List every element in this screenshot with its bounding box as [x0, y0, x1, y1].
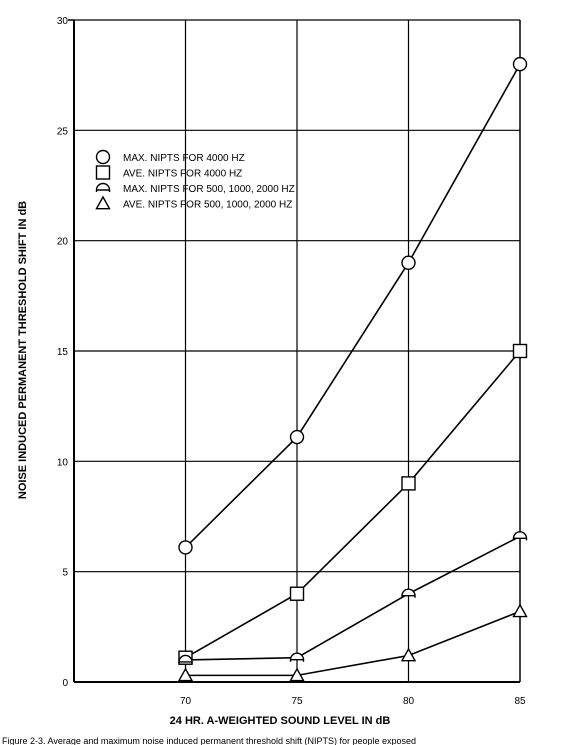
y-tick-label: 25 [57, 126, 69, 137]
tick-labels: 0 5 10 15 20 25 30 70 75 80 85 [57, 16, 526, 707]
legend-item: AVE. NIPTS FOR 500, 1000, 2000 HZ [95, 195, 292, 211]
data-point [401, 588, 416, 598]
series-4 [177, 603, 528, 682]
x-tick-label: 75 [291, 696, 303, 707]
data-point [512, 56, 528, 72]
data-point [289, 429, 305, 445]
data-point [401, 255, 416, 270]
data-point [400, 647, 417, 662]
y-tick-label: 15 [57, 347, 69, 358]
figure-caption: Figure 2-3. Average and maximum noise in… [2, 736, 416, 745]
y-tick-label: 30 [57, 16, 69, 27]
data-point [178, 540, 193, 555]
data-point [512, 531, 528, 541]
legend-label: MAX. NIPTS FOR 4000 HZ [123, 153, 245, 164]
y-tick-label: 5 [62, 568, 68, 579]
data-point [512, 603, 528, 618]
x-tick-label: 85 [514, 696, 526, 707]
legend-marker [95, 165, 111, 180]
x-tick-label: 80 [403, 696, 415, 707]
series-line [184, 63, 521, 548]
legend-label: AVE. NIPTS FOR 4000 HZ [123, 169, 242, 180]
data-point [289, 652, 305, 662]
legend-item: AVE. NIPTS FOR 4000 HZ [95, 165, 242, 180]
legend-item: MAX. NIPTS FOR 500, 1000, 2000 HZ [95, 182, 295, 195]
legend-item: MAX. NIPTS FOR 4000 HZ [95, 149, 245, 165]
series-line [185, 610, 521, 677]
x-axis-label: 24 HR. A-WEIGHTED SOUND LEVEL IN dB [170, 715, 391, 727]
series-layer [177, 56, 528, 682]
series-2 [178, 343, 528, 665]
series-1 [178, 56, 528, 555]
series-3 [178, 531, 528, 664]
legend-marker [95, 182, 111, 192]
y-axis-label: NOISE INDUCED PERMANENT THRESHOLD SHIFT … [17, 201, 29, 499]
legend-label: AVE. NIPTS FOR 500, 1000, 2000 HZ [123, 200, 292, 211]
data-point [289, 586, 305, 601]
data-point [177, 667, 194, 682]
legend-marker [95, 195, 111, 210]
y-tick-label: 0 [62, 678, 68, 689]
y-tick-label: 20 [57, 237, 69, 248]
grid [74, 19, 520, 682]
y-tick-label: 10 [57, 457, 69, 468]
legend-marker [95, 149, 111, 165]
legend: MAX. NIPTS FOR 4000 HZ AVE. NIPTS FOR 400… [95, 149, 295, 211]
data-point [289, 667, 305, 682]
data-point [401, 476, 416, 491]
series-line [185, 350, 521, 659]
legend-label: MAX. NIPTS FOR 500, 1000, 2000 HZ [123, 184, 295, 195]
data-point [178, 654, 193, 664]
series-line [185, 535, 521, 661]
x-tick-label: 70 [180, 696, 192, 707]
data-point [512, 343, 528, 359]
